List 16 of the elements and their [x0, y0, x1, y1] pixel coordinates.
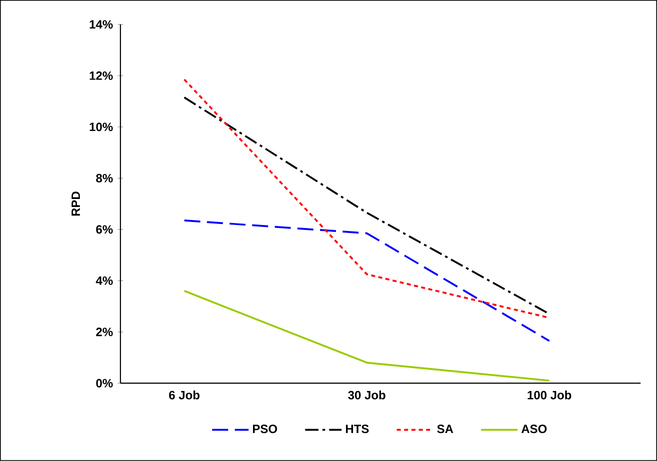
- y-tick-label: 8%: [96, 174, 113, 182]
- legend-label: PSO: [252, 424, 278, 434]
- legend-label: ASO: [521, 424, 547, 434]
- y-tick-label: 0%: [96, 378, 113, 388]
- y-tick-label: 6%: [96, 225, 113, 234]
- legend-label: SA: [437, 424, 454, 434]
- y-tick-label: 4%: [96, 276, 113, 285]
- x-tick-label: 100 Job: [528, 390, 572, 400]
- x-tick-label: 6 Job: [169, 390, 200, 400]
- y-axis-title: RPD: [72, 192, 80, 216]
- legend-label: HTS: [346, 424, 369, 434]
- y-tick-label: 2%: [96, 328, 113, 336]
- y-tick-label: 12%: [90, 71, 113, 80]
- y-tick-label: 14%: [90, 20, 113, 29]
- y-tick-label: 10%: [90, 122, 113, 132]
- x-tick-label: 30 Job: [348, 390, 386, 400]
